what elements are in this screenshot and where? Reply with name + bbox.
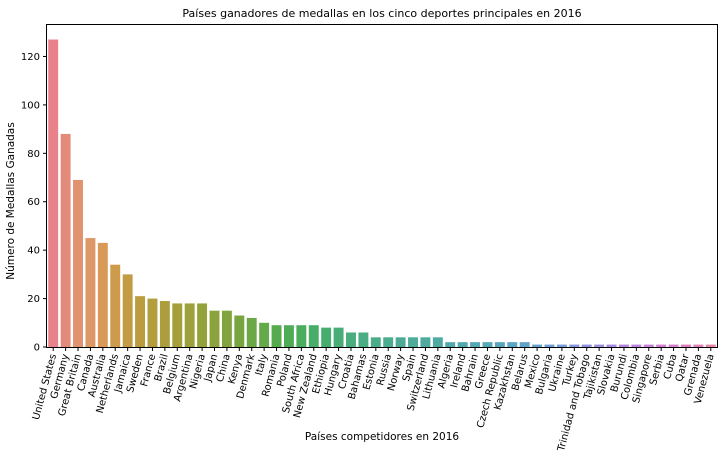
bar xyxy=(209,310,220,347)
bar xyxy=(408,337,418,347)
bar xyxy=(283,325,294,347)
bar xyxy=(693,344,704,347)
bar xyxy=(395,337,406,347)
bar xyxy=(494,342,505,347)
bar xyxy=(668,344,679,347)
bar xyxy=(259,322,270,347)
bar xyxy=(482,342,493,347)
bar xyxy=(271,325,282,347)
bar xyxy=(544,344,555,347)
bar xyxy=(48,39,59,348)
bar xyxy=(606,344,617,347)
bar xyxy=(147,298,158,347)
bar xyxy=(631,344,642,347)
bar xyxy=(122,274,133,347)
bar xyxy=(643,344,654,347)
bar xyxy=(569,344,580,347)
bar xyxy=(705,344,716,347)
bar xyxy=(85,238,96,347)
bar xyxy=(73,179,83,347)
y-axis-label: Número de Medallas Ganadas xyxy=(5,122,17,279)
y-tick-label: 0 xyxy=(34,343,40,354)
bar xyxy=(346,332,356,347)
y-tick-label: 80 xyxy=(27,149,40,160)
bar xyxy=(358,332,369,347)
y-tick-label: 20 xyxy=(27,294,40,305)
y-axis-ticks: 0 20 40 60 80 100 120 xyxy=(21,52,47,354)
y-tick-label: 40 xyxy=(27,246,40,257)
bar xyxy=(296,325,307,347)
y-tick-label: 100 xyxy=(21,100,40,111)
x-tick-label: Italy xyxy=(254,353,270,377)
bar xyxy=(159,301,170,347)
bar xyxy=(370,337,381,347)
y-tick-label: 60 xyxy=(27,197,40,208)
x-axis-label: Países competidores en 2016 xyxy=(305,431,459,443)
bar xyxy=(507,342,518,347)
bar xyxy=(618,344,629,347)
bar xyxy=(457,342,468,347)
bar xyxy=(172,303,183,347)
y-tick-label: 120 xyxy=(21,52,40,63)
bar xyxy=(246,317,257,347)
bar xyxy=(110,264,121,347)
bar xyxy=(135,296,146,347)
bar xyxy=(197,303,208,347)
bar xyxy=(445,342,456,347)
bar xyxy=(470,342,481,347)
bar xyxy=(532,344,543,347)
bar xyxy=(681,344,691,347)
bar xyxy=(308,325,319,347)
bar xyxy=(432,337,443,347)
bar xyxy=(184,303,195,347)
bar xyxy=(234,315,245,347)
bars xyxy=(48,39,716,348)
bar xyxy=(333,327,344,347)
plot-frame xyxy=(46,24,718,348)
bar xyxy=(60,133,71,347)
bar xyxy=(581,344,592,347)
bar xyxy=(420,337,431,347)
bar xyxy=(594,344,605,347)
bar xyxy=(519,342,530,347)
bar xyxy=(656,344,667,347)
bar xyxy=(321,327,332,347)
bar xyxy=(97,242,108,347)
chart-title: Países ganadores de medallas en los cinc… xyxy=(182,7,581,20)
bar xyxy=(383,337,394,347)
bar xyxy=(556,344,567,347)
bar xyxy=(221,310,232,347)
